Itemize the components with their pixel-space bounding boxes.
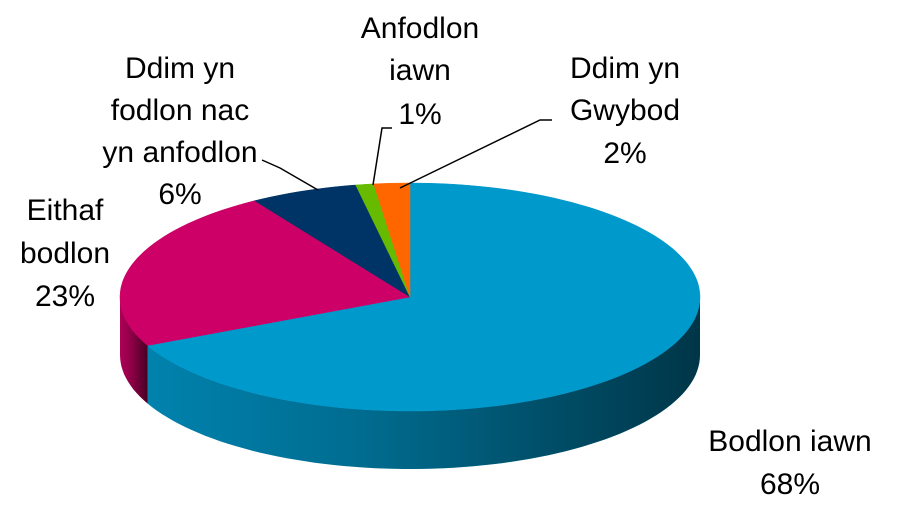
slice-label: Ddim yn: [570, 52, 680, 85]
slice-side-shade: [147, 297, 701, 469]
slice-label: Bodlon iawn: [708, 425, 871, 458]
slice-label: yn anfodlon: [102, 136, 257, 169]
value-label: 68%: [760, 468, 820, 501]
pie-tops: [119, 182, 701, 412]
slice-label: bodlon: [20, 237, 110, 270]
leader-line: [372, 127, 392, 186]
slice-side-shade: [120, 297, 148, 404]
pie-sides: [120, 297, 701, 469]
value-label: 2%: [603, 137, 646, 170]
slice-label: Eithaf: [27, 194, 104, 227]
slice: [119, 200, 411, 346]
leader-line: [399, 119, 552, 189]
leader-line: [261, 159, 319, 191]
slice: [147, 182, 701, 412]
value-label: 1%: [398, 98, 441, 131]
slice-label: Anfodlon: [361, 12, 479, 45]
slice-label: Ddim yn: [125, 52, 235, 85]
value-label: 6%: [158, 178, 201, 211]
slice-label: Gwybod: [570, 94, 680, 127]
slice-label: iawn: [389, 54, 451, 87]
value-label: 23%: [35, 280, 95, 313]
labels: Bodlon iawn 68% Eithaf bodlon 23% Ddim yn fodl…: [20, 12, 872, 501]
slice: [253, 184, 411, 298]
slice-label: fodlon nac: [111, 94, 249, 127]
